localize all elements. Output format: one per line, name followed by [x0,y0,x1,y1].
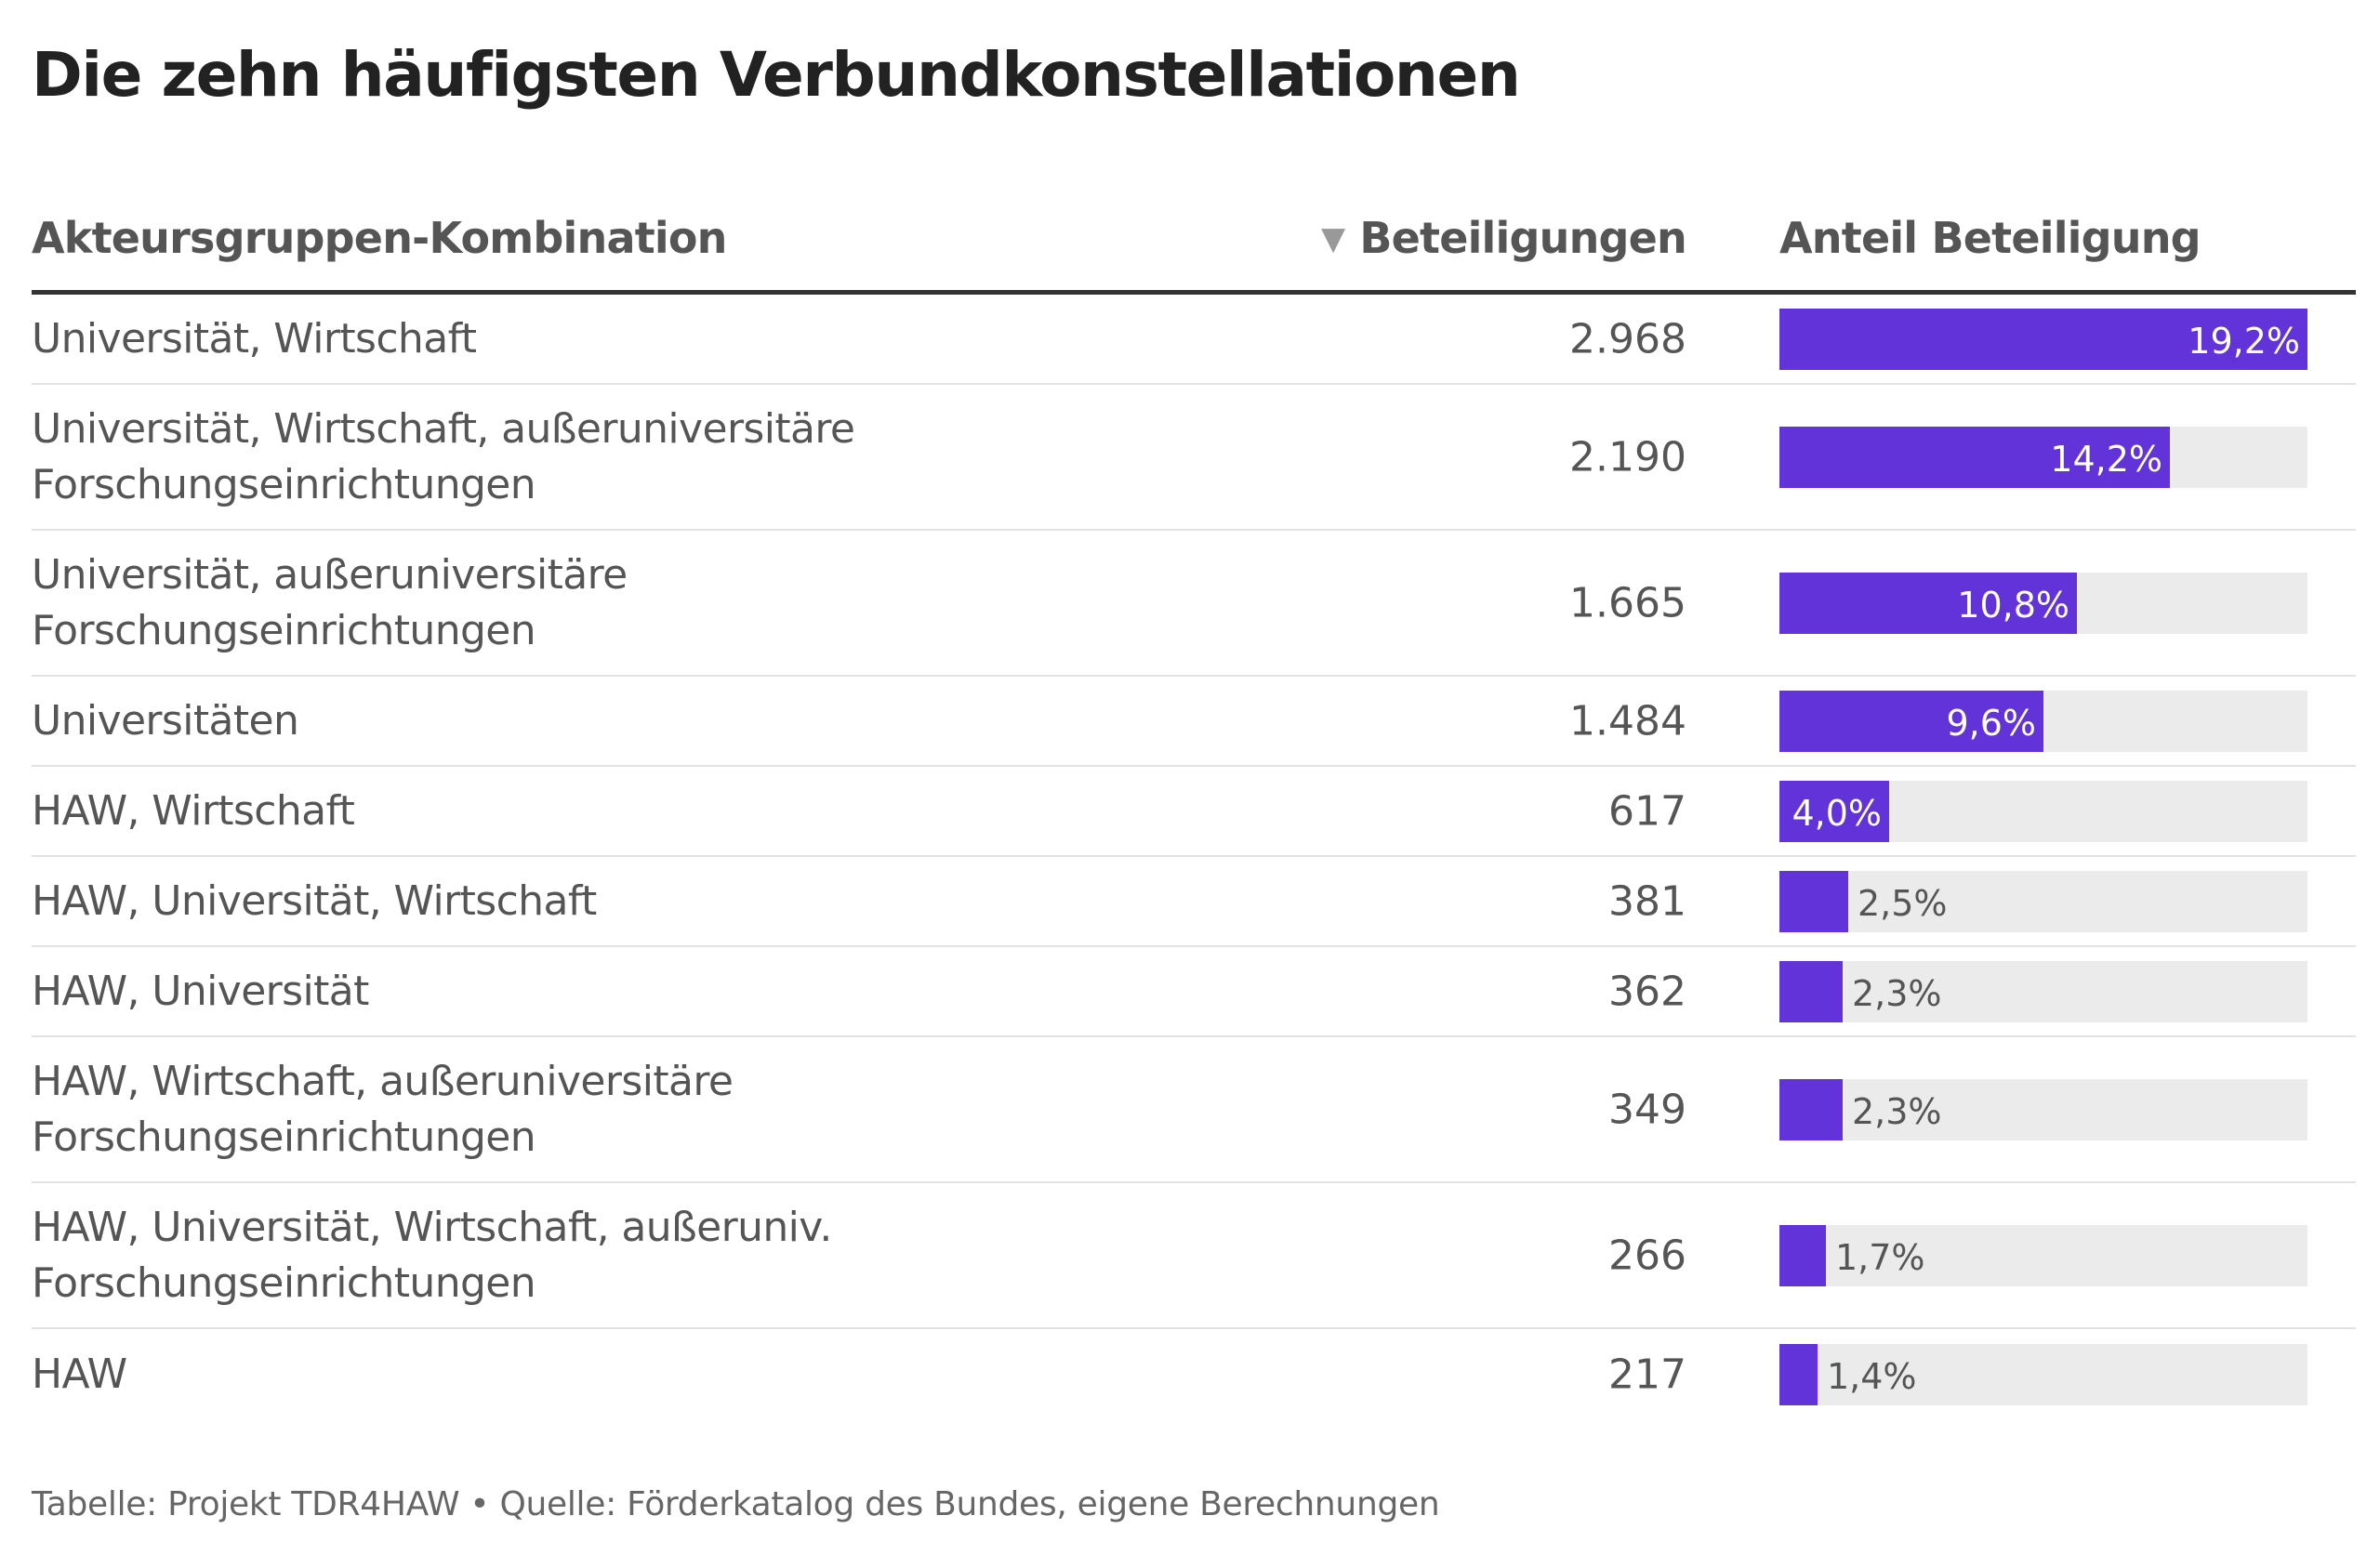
combination-line: Forschungseinrichtungen [32,1258,536,1307]
table-row: Universitäten 1.484 9,6% [32,677,2356,767]
share-label: 9,6% [1946,702,2036,744]
table-header: Akteursgruppen-Kombination ▼ Beteiligunge… [32,200,2356,295]
combination-line: Universität, Wirtschaft [32,314,477,362]
share-bar [1779,960,1843,1022]
share-bar-track: 1,4% [1779,1343,2307,1405]
column-header-share[interactable]: Anteil Beteiligung [1779,213,2202,263]
combination-line: Forschungseinrichtungen [32,460,536,508]
combination-cell: Universität, Wirtschaft, außeruniversitä… [32,402,1240,513]
share-label: 2,5% [1858,882,1948,924]
share-label: 19,2% [2188,320,2300,362]
share-bar-track: 10,8% [1779,572,2307,634]
share-bar [1779,572,2077,634]
count-cell: 2.190 [1569,433,1686,481]
page: Die zehn häufigsten Verbundkonstellation… [32,0,2356,1555]
count-cell: 349 [1608,1086,1686,1133]
share-label: 2,3% [1852,972,1942,1014]
share-bar [1779,1224,1826,1286]
table-row: Universität, Wirtschaft, außeruniversitä… [32,385,2356,531]
sort-descending-icon[interactable]: ▼ [1320,220,1345,257]
share-label: 14,2% [2050,438,2162,480]
share-label: 4,0% [1792,792,1882,834]
table-body: Universität, Wirtschaft 2.968 19,2% Univers… [32,295,2356,1419]
combination-line: HAW, Universität [32,967,369,1015]
combination-cell: HAW, Universität, Wirtschaft, außeruniv.… [32,1200,1240,1311]
share-bar [1779,690,2043,752]
combination-cell: HAW, Universität, Wirtschaft [32,874,1240,929]
combination-line: HAW, Wirtschaft, außeruniversitäre [32,1057,734,1105]
share-bar-track: 4,0% [1779,780,2307,842]
table-row: HAW, Wirtschaft 617 4,0% [32,767,2356,857]
share-bar [1779,780,1889,842]
combination-line: Universität, außeruniversitäre [32,550,628,599]
share-bar-track: 1,7% [1779,1224,2307,1286]
table-row: Universität, Wirtschaft 2.968 19,2% [32,295,2356,385]
count-cell: 381 [1608,877,1686,925]
column-header-count[interactable]: ▼ Beteiligungen [1320,213,1687,263]
count-cell: 617 [1608,787,1686,835]
share-bar-track: 2,3% [1779,1078,2307,1140]
share-bar [1779,870,1848,932]
combination-line: Forschungseinrichtungen [32,606,536,654]
combination-cell: HAW, Wirtschaft, außeruniversitäre Forsch… [32,1054,1240,1166]
combination-line: HAW, Universität, Wirtschaft, außeruniv. [32,1203,832,1251]
combination-line: Forschungseinrichtungen [32,1113,536,1161]
combination-line: Universität, Wirtschaft, außeruniversitä… [32,404,855,453]
table-row: HAW, Universität, Wirtschaft 381 2,5% [32,857,2356,947]
share-bar-track: 9,6% [1779,690,2307,752]
table-row: HAW, Wirtschaft, außeruniversitäre Forsch… [32,1037,2356,1183]
source-note: Tabelle: Projekt TDR4HAW • Quelle: Förde… [32,1485,1440,1523]
count-cell: 217 [1608,1351,1686,1398]
combination-cell: HAW, Wirtschaft [32,784,1240,839]
combination-line: HAW, Wirtschaft [32,786,355,835]
column-header-count-label: Beteiligungen [1359,213,1686,263]
count-cell: 1.665 [1569,579,1686,626]
share-label: 10,8% [1957,584,2069,626]
share-label: 1,4% [1827,1355,1917,1397]
combination-cell: Universität, außeruniversitäre Forschungs… [32,547,1240,659]
count-cell: 266 [1608,1232,1686,1279]
share-bar-track: 2,3% [1779,960,2307,1022]
data-table: Akteursgruppen-Kombination ▼ Beteiligunge… [32,200,2356,1419]
share-bar [1779,1343,1818,1405]
count-cell: 2.968 [1569,315,1686,362]
combination-line: Universitäten [32,696,299,745]
share-bar [1779,308,2307,370]
share-bar [1779,426,2170,488]
share-label: 2,3% [1852,1090,1942,1132]
share-label: 1,7% [1835,1236,1925,1278]
combination-cell: Universität, Wirtschaft [32,311,1240,367]
table-row: HAW 217 1,4% [32,1329,2356,1419]
share-bar-track: 14,2% [1779,426,2307,488]
column-header-combination[interactable]: Akteursgruppen-Kombination [32,213,727,263]
share-bar-track: 19,2% [1779,308,2307,370]
table-row: HAW, Universität 362 2,3% [32,947,2356,1037]
count-cell: 362 [1608,968,1686,1015]
combination-cell: HAW, Universität [32,964,1240,1020]
share-bar-track: 2,5% [1779,870,2307,932]
table-row: HAW, Universität, Wirtschaft, außeruniv.… [32,1183,2356,1329]
combination-line: HAW [32,1350,127,1398]
table-row: Universität, außeruniversitäre Forschungs… [32,531,2356,677]
share-bar [1779,1078,1843,1140]
combination-line: HAW, Universität, Wirtschaft [32,876,597,925]
count-cell: 1.484 [1569,697,1686,745]
combination-cell: HAW [32,1347,1240,1403]
combination-cell: Universitäten [32,693,1240,749]
chart-title: Die zehn häufigsten Verbundkonstellation… [32,39,1521,111]
